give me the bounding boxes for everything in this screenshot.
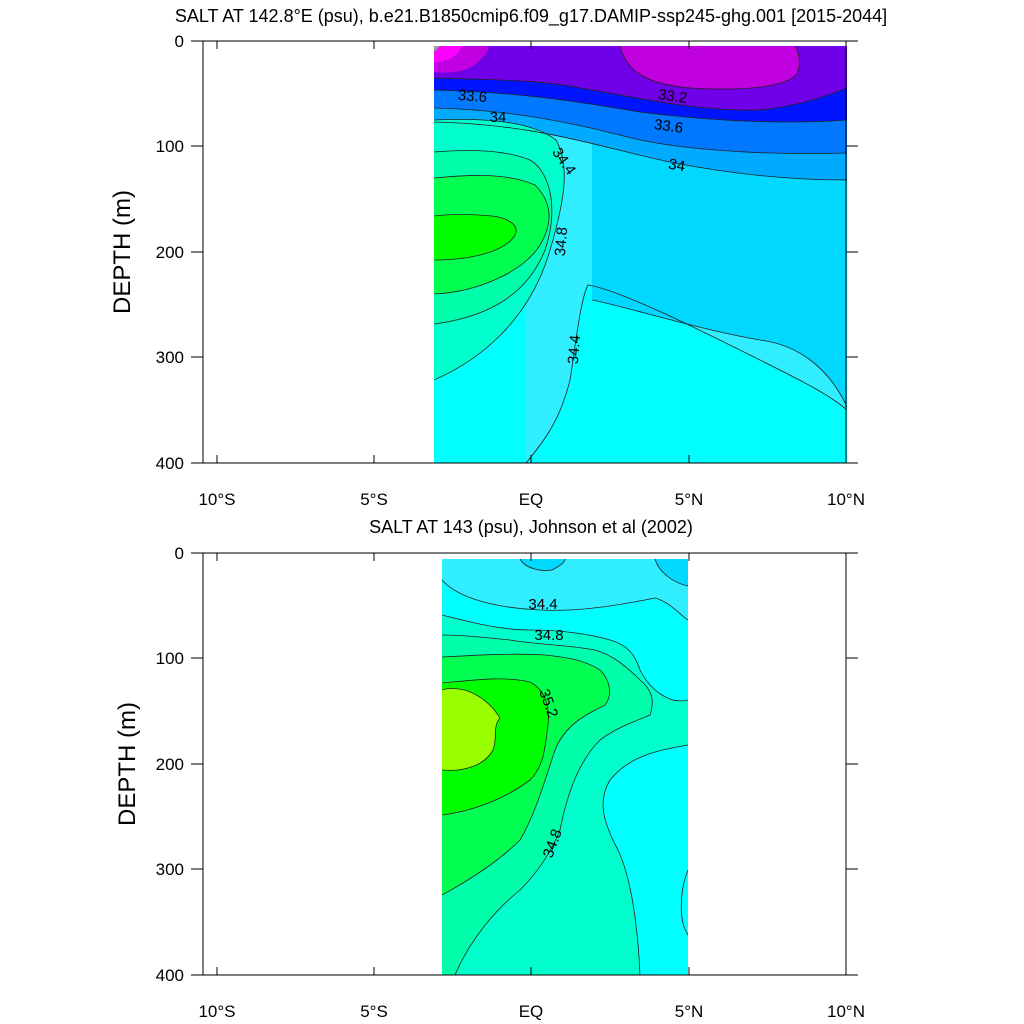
x-tick-label: 5°N: [675, 490, 704, 509]
contour-label: 34.8: [534, 627, 563, 644]
panel-title: SALT AT 143 (psu), Johnson et al (2002): [369, 517, 693, 537]
fill-band-32.6: [434, 46, 462, 62]
y-tick-label: 0: [175, 32, 184, 51]
fill-band-34.2: [442, 559, 688, 620]
x-tick-labels: 10°S 5°S EQ 5°N 10°N: [198, 490, 865, 509]
y-tick-labels: 0 100 200 300 400: [156, 544, 184, 985]
y-tick-labels: 0 100 200 300 400: [156, 32, 184, 473]
panel-title: SALT AT 142.8°E (psu), b.e21.B1850cmip6.…: [175, 6, 887, 27]
y-tick-label: 200: [156, 243, 184, 262]
contour-fills: [442, 559, 688, 975]
x-tick-label: EQ: [519, 1002, 544, 1021]
y-tick-label: 400: [156, 454, 184, 473]
contour-label: 34.4: [565, 334, 584, 365]
x-tick-label: 10°S: [198, 490, 235, 509]
y-tick-label: 400: [156, 966, 184, 985]
x-tick-label: 10°S: [198, 1002, 235, 1021]
fill-band-32.4: [434, 46, 440, 52]
contour-labels: 33.6 33.2 34 33.6 34.4 34 34.8 34.4: [457, 86, 688, 365]
contour-label: 33.6: [653, 116, 684, 137]
x-tick-labels: 10°S 5°S EQ 5°N 10°N: [198, 1002, 865, 1021]
fill-band-34.0b: [655, 559, 688, 586]
y-tick-label: 100: [156, 649, 184, 668]
contour-label: 34.8: [552, 226, 571, 257]
contour-label: 34: [490, 109, 507, 126]
y-axis-label: DEPTH (m): [114, 702, 141, 826]
contour-lines: [442, 559, 688, 975]
y-tick-label: 200: [156, 755, 184, 774]
y-tick-label: 300: [156, 348, 184, 367]
contour-fills: [434, 46, 847, 463]
y-tick-label: 0: [175, 544, 184, 563]
x-tick-label: 5°S: [360, 1002, 388, 1021]
x-tick-label: EQ: [519, 490, 544, 509]
contour-label: 34.4: [528, 596, 557, 613]
axis-ticks: [191, 40, 858, 464]
x-tick-label: 5°S: [360, 490, 388, 509]
y-axis-label: DEPTH (m): [109, 190, 136, 314]
panel-observed: SALT AT 143 (psu), Johnson et al (2002) …: [114, 517, 865, 1021]
contour-label: 33.2: [657, 86, 688, 107]
fill-band-35.2: [434, 214, 517, 260]
fill-band-33.0: [620, 46, 800, 90]
y-tick-label: 300: [156, 860, 184, 879]
contour-label: 34: [667, 156, 686, 176]
y-tick-label: 100: [156, 137, 184, 156]
panel-model: SALT AT 142.8°E (psu), b.e21.B1850cmip6.…: [109, 6, 887, 509]
x-tick-label: 5°N: [675, 1002, 704, 1021]
fill-band-35.6: [442, 688, 500, 771]
x-tick-label: 10°N: [827, 490, 865, 509]
contour-lines: [434, 46, 847, 463]
contour-label: 33.6: [457, 87, 488, 106]
x-tick-label: 10°N: [827, 1002, 865, 1021]
axis-ticks: [191, 552, 858, 976]
